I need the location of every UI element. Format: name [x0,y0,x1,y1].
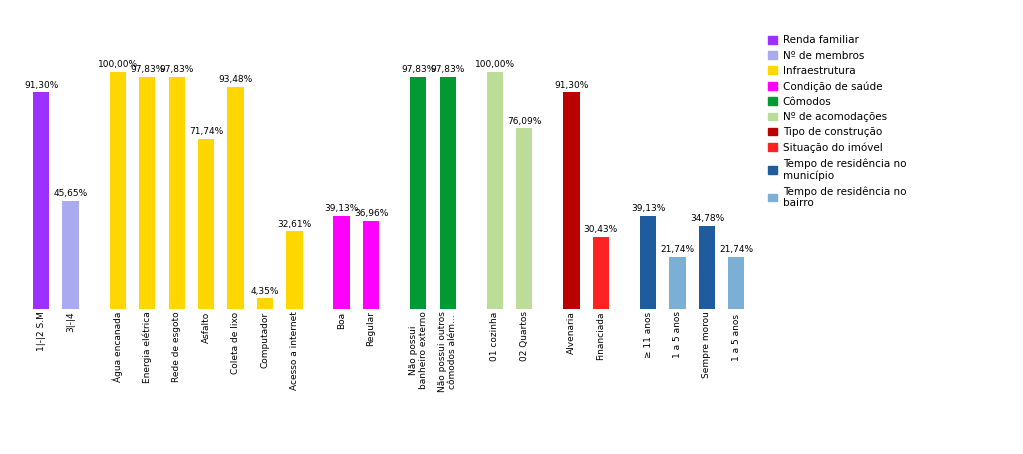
Bar [33,93,49,309]
Bar [410,77,427,309]
Text: 97,83%: 97,83% [431,65,464,74]
Text: 97,83%: 97,83% [160,65,193,74]
Text: 100,00%: 100,00% [475,60,515,69]
Bar [139,77,155,309]
Bar [333,216,350,309]
Text: 30,43%: 30,43% [584,225,618,234]
Text: 97,83%: 97,83% [130,65,165,74]
Bar [592,237,609,309]
Bar [487,72,503,309]
Text: 45,65%: 45,65% [53,189,88,198]
Text: 71,74%: 71,74% [189,127,223,136]
Bar [198,139,214,309]
Bar [728,257,745,309]
Text: 76,09%: 76,09% [507,117,541,126]
Text: 21,74%: 21,74% [719,245,754,254]
Bar [564,93,579,309]
Bar [257,298,273,309]
Bar [109,72,126,309]
Bar [169,77,185,309]
Text: 93,48%: 93,48% [219,75,253,84]
Bar [227,87,243,309]
Bar [640,216,656,309]
Bar [699,227,715,309]
Text: 32,61%: 32,61% [277,220,312,229]
Legend: Renda familiar, Nº de membros, Infraestrutura, Condição de saúde, Cômodos, Nº de: Renda familiar, Nº de membros, Infraestr… [766,33,908,210]
Text: 97,83%: 97,83% [401,65,436,74]
Text: 36,96%: 36,96% [354,209,389,218]
Bar [517,128,532,309]
Bar [363,221,380,309]
Text: 39,13%: 39,13% [631,204,665,213]
Bar [669,257,685,309]
Text: 4,35%: 4,35% [251,286,279,296]
Text: 21,74%: 21,74% [661,245,695,254]
Bar [286,232,303,309]
Text: 39,13%: 39,13% [324,204,359,213]
Bar [440,77,456,309]
Text: 91,30%: 91,30% [24,81,58,89]
Bar [62,201,79,309]
Text: 91,30%: 91,30% [554,81,588,89]
Text: 100,00%: 100,00% [97,60,138,69]
Text: 34,78%: 34,78% [690,214,724,223]
